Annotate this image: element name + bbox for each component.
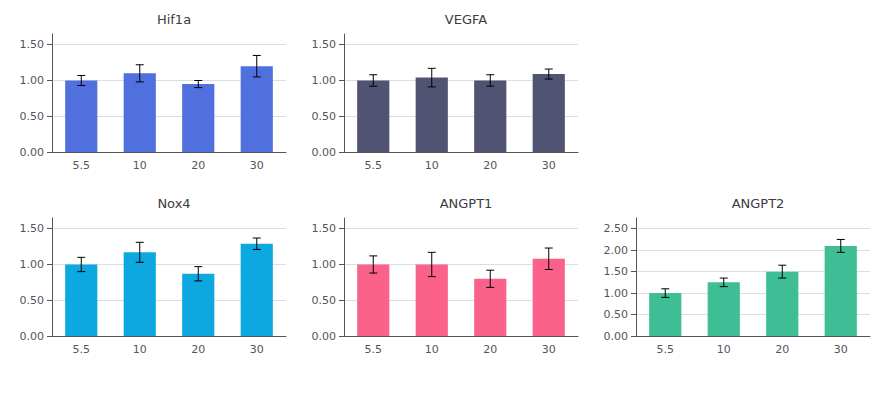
svg-text:Nox4: Nox4 xyxy=(157,196,190,211)
svg-text:1.50: 1.50 xyxy=(20,38,45,51)
svg-text:20: 20 xyxy=(483,159,497,172)
svg-text:1.00: 1.00 xyxy=(20,74,45,87)
svg-text:1.00: 1.00 xyxy=(312,74,337,87)
svg-text:30: 30 xyxy=(834,343,848,356)
svg-text:0.00: 0.00 xyxy=(312,330,337,343)
svg-text:0.50: 0.50 xyxy=(312,294,337,307)
svg-text:1.50: 1.50 xyxy=(312,222,337,235)
svg-text:5.5: 5.5 xyxy=(365,343,383,356)
svg-text:10: 10 xyxy=(425,159,439,172)
svg-text:0.50: 0.50 xyxy=(20,294,45,307)
svg-text:1.00: 1.00 xyxy=(20,258,45,271)
svg-text:30: 30 xyxy=(542,343,556,356)
svg-text:2.50: 2.50 xyxy=(604,222,629,235)
svg-text:0.50: 0.50 xyxy=(604,308,629,321)
svg-text:0.00: 0.00 xyxy=(20,146,45,159)
svg-text:10: 10 xyxy=(133,343,147,356)
svg-text:20: 20 xyxy=(191,343,205,356)
svg-text:0.50: 0.50 xyxy=(312,110,337,123)
svg-text:Hif1a: Hif1a xyxy=(157,12,191,27)
svg-text:30: 30 xyxy=(250,343,264,356)
svg-text:10: 10 xyxy=(717,343,731,356)
svg-text:30: 30 xyxy=(542,159,556,172)
svg-text:20: 20 xyxy=(483,343,497,356)
svg-text:10: 10 xyxy=(133,159,147,172)
svg-text:5.5: 5.5 xyxy=(73,159,91,172)
svg-text:0.00: 0.00 xyxy=(604,330,629,343)
svg-text:2.00: 2.00 xyxy=(604,244,629,257)
svg-text:0.50: 0.50 xyxy=(20,110,45,123)
svg-text:ANGPT2: ANGPT2 xyxy=(732,196,785,211)
svg-text:ANGPT1: ANGPT1 xyxy=(440,196,493,211)
svg-text:1.50: 1.50 xyxy=(20,222,45,235)
svg-text:20: 20 xyxy=(775,343,789,356)
svg-text:1.00: 1.00 xyxy=(312,258,337,271)
svg-text:5.5: 5.5 xyxy=(73,343,91,356)
svg-text:1.50: 1.50 xyxy=(312,38,337,51)
svg-text:30: 30 xyxy=(250,159,264,172)
svg-text:5.5: 5.5 xyxy=(657,343,675,356)
svg-text:0.00: 0.00 xyxy=(20,330,45,343)
svg-text:20: 20 xyxy=(191,159,205,172)
svg-text:10: 10 xyxy=(425,343,439,356)
svg-text:5.5: 5.5 xyxy=(365,159,383,172)
svg-text:1.50: 1.50 xyxy=(604,265,629,278)
svg-text:1.00: 1.00 xyxy=(604,287,629,300)
svg-text:VEGFA: VEGFA xyxy=(445,12,487,27)
svg-text:0.00: 0.00 xyxy=(312,146,337,159)
